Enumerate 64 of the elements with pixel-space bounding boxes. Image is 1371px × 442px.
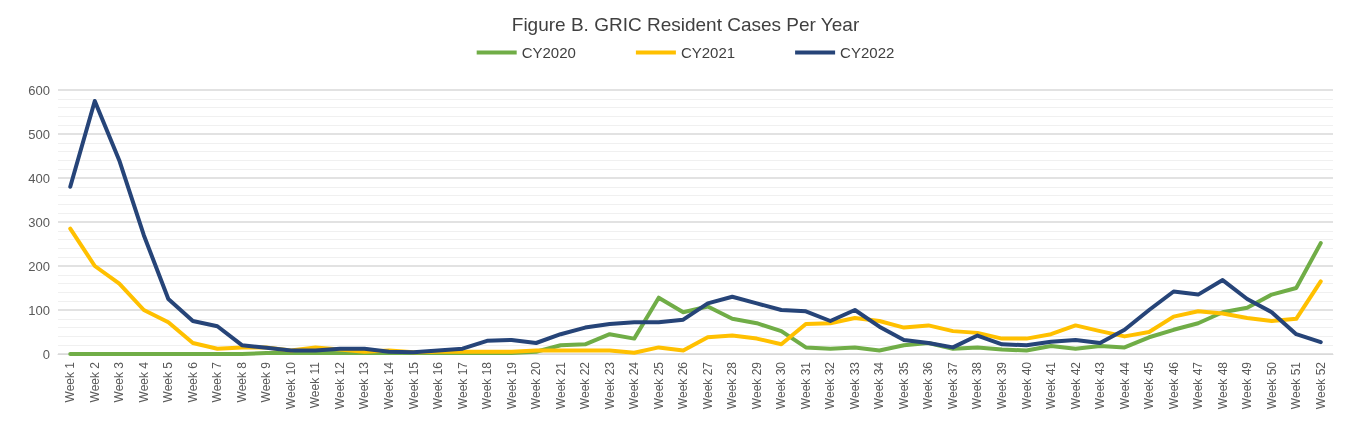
x-tick-label: Week 51 xyxy=(1289,361,1304,410)
y-tick-label: 200 xyxy=(28,258,50,274)
line-series xyxy=(68,99,1323,355)
x-tick-label: Week 41 xyxy=(1044,361,1059,410)
x-tick-label: Week 45 xyxy=(1142,361,1157,410)
x-tick-label: Week 22 xyxy=(578,361,593,410)
x-tick-label: Week 40 xyxy=(1019,361,1034,410)
x-tick-label: Week 25 xyxy=(651,361,666,410)
x-tick-label: Week 36 xyxy=(921,361,936,410)
x-tick-label: Week 16 xyxy=(431,361,446,410)
x-tick-label: Week 34 xyxy=(872,361,887,410)
x-tick-label: Week 42 xyxy=(1068,361,1083,410)
x-tick-label: Week 8 xyxy=(234,361,249,403)
x-tick-label: Week 44 xyxy=(1117,361,1132,410)
y-tick-label: 100 xyxy=(28,302,50,318)
y-tick-label: 300 xyxy=(28,214,50,230)
legend-label: CY2021 xyxy=(680,44,736,61)
x-tick-label: Week 3 xyxy=(112,361,127,403)
x-tick-label: Week 10 xyxy=(283,361,298,410)
x-tick-label: Week 46 xyxy=(1166,361,1181,410)
x-tick-label: Week 1 xyxy=(63,361,78,403)
y-tick-label: 500 xyxy=(28,126,50,142)
x-tick-label: Week 7 xyxy=(210,361,225,403)
x-tick-label: Week 38 xyxy=(970,361,985,410)
x-tick-label: Week 2 xyxy=(87,361,102,403)
x-tick-label: Week 19 xyxy=(504,361,519,410)
y-tick-label: 0 xyxy=(42,346,50,362)
x-tick-label: Week 37 xyxy=(945,361,960,410)
x-tick-label: Week 26 xyxy=(676,361,691,410)
x-tick-label: Week 9 xyxy=(259,361,274,403)
x-tick-label: Week 49 xyxy=(1240,361,1255,410)
y-tick-label: 600 xyxy=(28,82,50,98)
legend-label: CY2020 xyxy=(521,44,576,61)
x-tick-label: Week 13 xyxy=(357,361,372,410)
x-tick-label: Week 32 xyxy=(823,361,838,410)
x-tick-label: Week 12 xyxy=(332,361,347,410)
x-tick-label: Week 48 xyxy=(1215,361,1230,410)
x-tick-label: Week 52 xyxy=(1313,361,1328,410)
x-tick-label: Week 11 xyxy=(308,361,323,409)
x-tick-label: Week 29 xyxy=(749,361,764,410)
x-tick-label: Week 35 xyxy=(896,361,911,410)
x-tick-label: Week 20 xyxy=(529,361,544,410)
x-tick-label: Week 50 xyxy=(1264,361,1279,410)
x-tick-label: Week 17 xyxy=(455,361,470,410)
legend-label: CY2022 xyxy=(840,44,895,61)
x-tick-label: Week 24 xyxy=(627,361,642,410)
x-tick-label: Week 27 xyxy=(700,361,715,410)
x-tick-label: Week 31 xyxy=(798,361,813,410)
x-tick-label: Week 21 xyxy=(553,361,568,410)
chart-title: Figure B. GRIC Resident Cases Per Year xyxy=(511,14,860,35)
x-tick-label: Week 23 xyxy=(602,361,617,410)
x-tick-label: Week 30 xyxy=(774,361,789,410)
x-tick-label: Week 43 xyxy=(1093,361,1108,410)
x-tick-label: Week 33 xyxy=(847,361,862,410)
x-tick-label: Week 6 xyxy=(185,361,200,403)
y-tick-label: 400 xyxy=(28,170,50,186)
x-tick-label: Week 47 xyxy=(1191,361,1206,410)
x-tick-label: Week 39 xyxy=(994,361,1009,410)
x-tick-label: Week 14 xyxy=(382,361,397,410)
x-tick-label: Week 15 xyxy=(406,361,421,410)
x-tick-label: Week 28 xyxy=(725,361,740,410)
x-tick-label: Week 5 xyxy=(161,361,176,403)
x-tick-label: Week 18 xyxy=(480,361,495,410)
x-tick-label: Week 4 xyxy=(136,361,151,403)
